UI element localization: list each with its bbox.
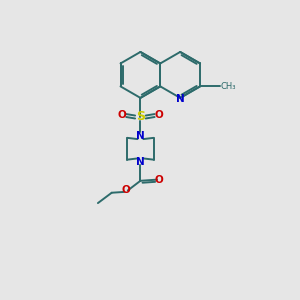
Text: S: S — [136, 110, 145, 123]
Text: CH₃: CH₃ — [220, 82, 236, 91]
Text: O: O — [121, 185, 130, 195]
Text: N: N — [136, 130, 145, 140]
Text: N: N — [136, 157, 145, 167]
Text: N: N — [176, 94, 184, 104]
Text: O: O — [118, 110, 127, 120]
Text: O: O — [154, 175, 163, 184]
Text: O: O — [154, 110, 163, 120]
